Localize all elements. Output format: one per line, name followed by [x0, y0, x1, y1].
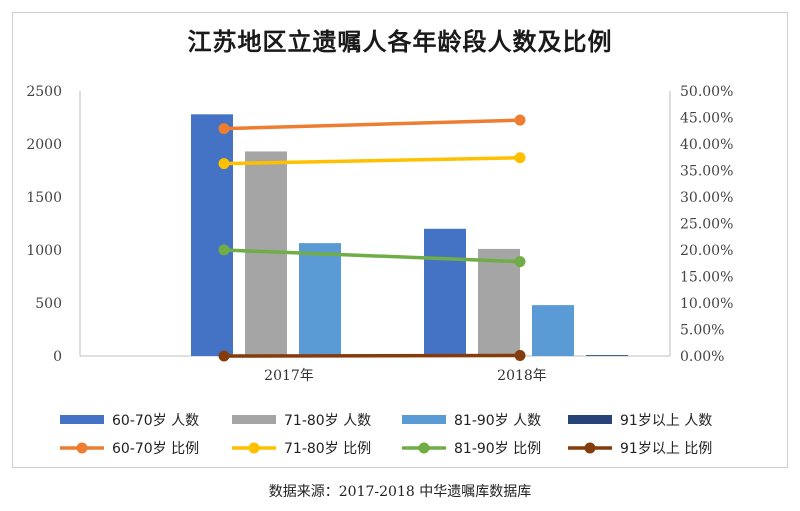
y-right-tick-label: 0.00%: [680, 349, 724, 365]
y-left-tick-label: 1000: [26, 243, 62, 259]
line-series-2: [222, 156, 522, 166]
line-point-1-1: [218, 123, 230, 135]
legend-swatch-bar-1: [60, 415, 104, 424]
line-point-1-2: [514, 114, 526, 126]
legend-label: 81-90岁 比例: [454, 441, 541, 457]
legend-marker-1: [76, 442, 88, 454]
line-series-3: [222, 248, 522, 264]
legend-label: 60-70岁 比例: [112, 441, 199, 457]
y-left-tick-label: 0: [53, 349, 62, 365]
data-source-caption: 数据来源：2017-2018 中华遗嘱库数据库: [268, 484, 532, 500]
y-right-tick-label: 50.00%: [680, 84, 733, 100]
bar-1-2: [424, 228, 466, 356]
y-left-tick-label: 1500: [26, 190, 62, 206]
legend-label: 71-80岁 人数: [284, 413, 371, 429]
bar-2-2: [478, 248, 520, 356]
line-point-2-2: [514, 152, 526, 164]
y-left-tick-label: 2000: [26, 137, 62, 153]
y-right-tick-label: 45.00%: [680, 111, 733, 127]
line-point-2-1: [218, 158, 230, 170]
chart-canvas: 0 500 1000 1500 2000 2500 0.00% 5.00% 10.00% 15.0…: [26, 84, 733, 457]
bar-3-1: [299, 243, 341, 356]
chart-frame: [12, 12, 788, 468]
legend-label: 81-90岁 人数: [454, 413, 541, 429]
y-right-tick-label: 40.00%: [680, 137, 733, 153]
y-right-tick-label: 15.00%: [680, 270, 733, 286]
y-right-tick-label: 10.00%: [680, 296, 733, 312]
legend-swatch-bar-4: [568, 415, 612, 424]
legend-label: 71-80岁 比例: [284, 441, 371, 457]
y-left-tick-label: 2500: [26, 84, 62, 100]
y-right-tick-label: 20.00%: [680, 243, 733, 259]
legend-swatch-bar-2: [232, 415, 276, 424]
y-right-tick-label: 25.00%: [680, 217, 733, 233]
y-right-tick-label: 30.00%: [680, 190, 733, 206]
y-right-tick-label: 5.00%: [680, 323, 724, 339]
legend-marker-2: [248, 442, 260, 454]
legend-label: 60-70岁 人数: [112, 413, 199, 429]
line-series-1: [222, 118, 522, 131]
line-series-4: [222, 353, 522, 358]
legend-label: 91岁以上 人数: [620, 413, 712, 429]
line-point-3-2: [514, 256, 526, 268]
line-point-4-2: [514, 349, 526, 361]
legend-label: 91岁以上 比例: [620, 441, 712, 457]
bar-4-2: [586, 355, 628, 356]
line-point-3-1: [218, 244, 230, 256]
bar-3-2: [532, 305, 574, 356]
y-right-tick-label: 35.00%: [680, 164, 733, 180]
line-point-4-1: [218, 350, 230, 362]
chart-title: 江苏地区立遗嘱人各年龄段人数及比例: [187, 28, 613, 56]
bar-1-1: [191, 114, 233, 356]
legend-swatch-bar-3: [402, 415, 446, 424]
x-tick-label: 2018年: [497, 368, 547, 384]
legend-marker-4: [584, 442, 596, 454]
y-left-tick-label: 500: [35, 296, 62, 312]
legend-marker-3: [418, 442, 430, 454]
x-tick-label: 2017年: [264, 368, 314, 384]
